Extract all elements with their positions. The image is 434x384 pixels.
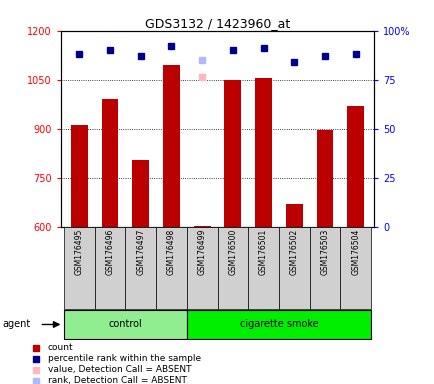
Bar <box>346 106 363 227</box>
Title: GDS3132 / 1423960_at: GDS3132 / 1423960_at <box>145 17 289 30</box>
Bar <box>217 227 248 309</box>
Bar <box>248 227 278 309</box>
Text: GSM176498: GSM176498 <box>167 229 175 275</box>
Bar <box>64 310 186 339</box>
Text: GSM176501: GSM176501 <box>259 229 267 275</box>
Text: GSM176495: GSM176495 <box>75 229 84 275</box>
Text: control: control <box>108 319 142 329</box>
Bar <box>156 227 186 309</box>
Bar <box>339 227 370 309</box>
Text: rank, Detection Call = ABSENT: rank, Detection Call = ABSENT <box>48 376 186 384</box>
Bar <box>71 126 88 227</box>
Text: GSM176502: GSM176502 <box>289 229 298 275</box>
Text: GSM176504: GSM176504 <box>350 229 359 275</box>
Bar <box>254 78 271 227</box>
Text: agent: agent <box>2 319 30 329</box>
Bar <box>278 227 309 309</box>
Text: GSM176497: GSM176497 <box>136 229 145 275</box>
Text: cigarette smoke: cigarette smoke <box>239 319 318 329</box>
Bar <box>186 310 370 339</box>
Bar <box>64 227 95 309</box>
Bar <box>193 225 210 227</box>
Bar <box>309 227 339 309</box>
Bar <box>125 227 156 309</box>
Text: GSM176499: GSM176499 <box>197 229 206 275</box>
Text: GSM176500: GSM176500 <box>228 229 237 275</box>
Text: count: count <box>48 343 73 352</box>
Bar <box>132 160 149 227</box>
Bar <box>95 227 125 309</box>
Bar <box>163 65 180 227</box>
Bar <box>316 130 332 227</box>
Bar <box>102 99 118 227</box>
Text: percentile rank within the sample: percentile rank within the sample <box>48 354 201 363</box>
Bar <box>224 80 241 227</box>
Text: GSM176503: GSM176503 <box>320 229 329 275</box>
Bar <box>285 204 302 227</box>
Text: value, Detection Call = ABSENT: value, Detection Call = ABSENT <box>48 365 191 374</box>
Bar <box>186 227 217 309</box>
Text: GSM176496: GSM176496 <box>105 229 114 275</box>
